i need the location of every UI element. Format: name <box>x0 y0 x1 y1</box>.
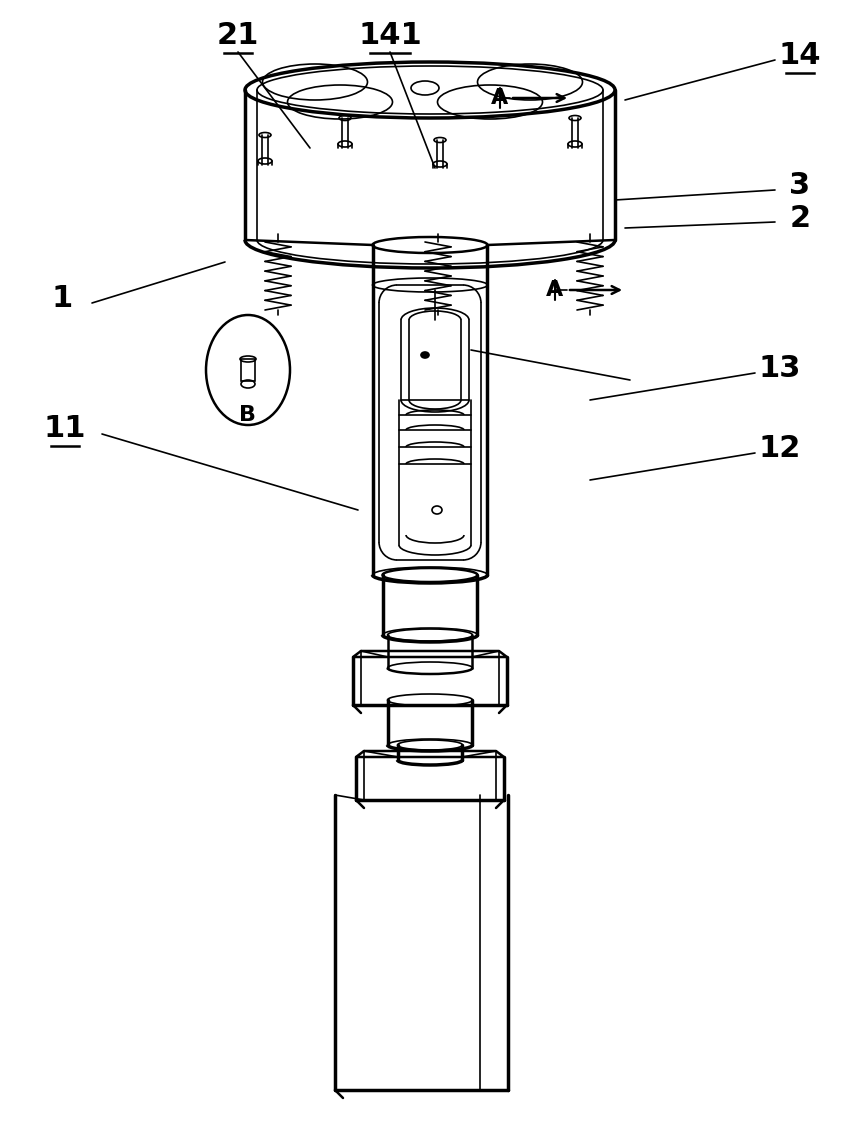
Text: 14: 14 <box>777 41 821 69</box>
Ellipse shape <box>420 352 429 358</box>
Text: 13: 13 <box>758 353 800 383</box>
Bar <box>241 359 255 381</box>
Text: 141: 141 <box>357 20 421 50</box>
Text: 2: 2 <box>789 204 809 232</box>
Text: A: A <box>546 280 563 300</box>
Text: 21: 21 <box>217 20 259 50</box>
Text: 1: 1 <box>52 283 72 312</box>
Text: B: B <box>239 405 257 424</box>
Text: 12: 12 <box>758 434 800 463</box>
Text: 11: 11 <box>44 413 86 443</box>
Text: A: A <box>491 88 508 108</box>
Text: 3: 3 <box>789 171 809 199</box>
